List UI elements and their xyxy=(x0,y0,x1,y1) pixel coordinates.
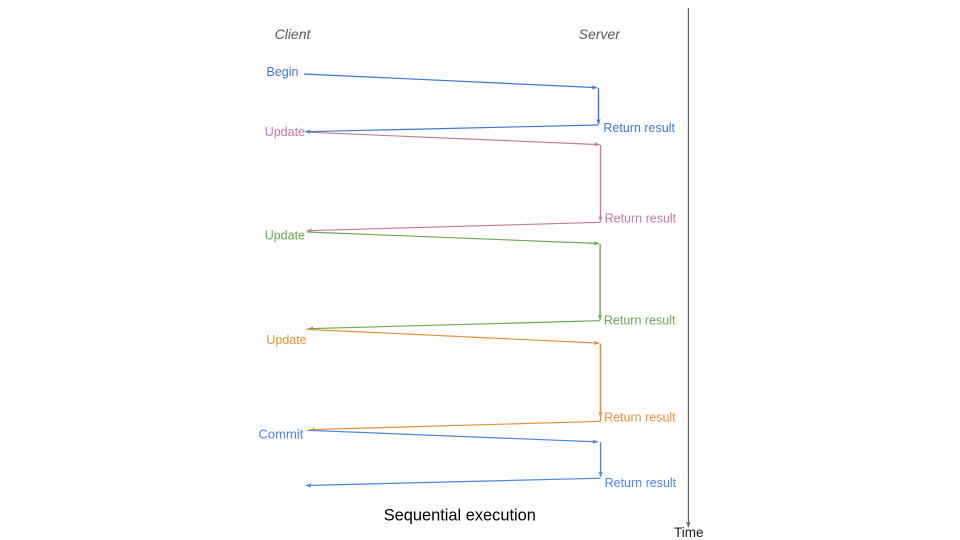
svg-text:Commit: Commit xyxy=(259,426,304,441)
svg-text:Server: Server xyxy=(579,26,622,42)
svg-text:Return result: Return result xyxy=(604,411,676,425)
svg-text:Sequential execution: Sequential execution xyxy=(384,507,536,525)
svg-text:Return result: Return result xyxy=(605,476,677,490)
svg-text:Update: Update xyxy=(265,229,305,243)
svg-text:Time: Time xyxy=(674,525,704,540)
svg-text:Return result: Return result xyxy=(603,121,675,135)
svg-text:Begin: Begin xyxy=(267,65,299,79)
svg-text:Update: Update xyxy=(266,333,306,347)
svg-text:Return result: Return result xyxy=(604,314,676,328)
svg-text:Return result: Return result xyxy=(605,211,677,225)
svg-text:Client: Client xyxy=(275,26,312,42)
svg-text:Update: Update xyxy=(265,125,305,139)
